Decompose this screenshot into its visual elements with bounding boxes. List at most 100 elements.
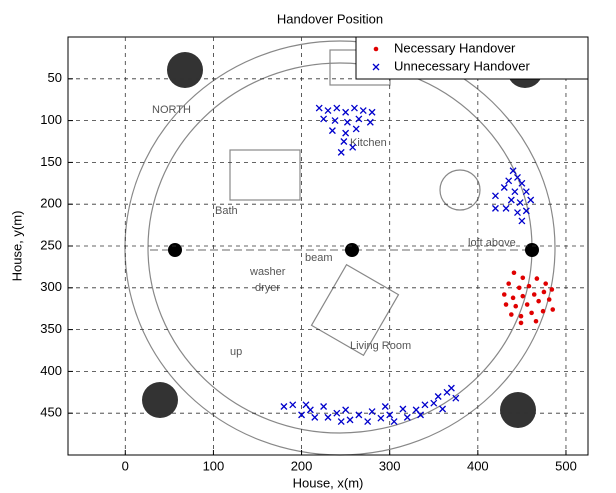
point	[355, 411, 363, 419]
point	[399, 405, 407, 413]
point	[514, 209, 521, 217]
point	[381, 403, 389, 410]
plan-label: up	[230, 346, 242, 358]
x-tick-label: 300	[379, 458, 401, 473]
point	[359, 107, 367, 115]
point	[520, 275, 526, 281]
point	[350, 104, 358, 112]
point	[337, 148, 345, 156]
point	[518, 313, 524, 319]
point	[502, 204, 510, 212]
point	[522, 188, 530, 196]
point	[377, 414, 385, 422]
point	[509, 167, 517, 175]
point	[430, 399, 438, 407]
point	[447, 384, 455, 392]
x-tick-label: 500	[555, 458, 577, 473]
point	[510, 295, 516, 301]
point	[533, 318, 539, 324]
point	[340, 138, 348, 145]
point	[520, 293, 526, 299]
point	[320, 115, 328, 123]
point	[529, 310, 534, 316]
point	[527, 196, 535, 204]
point	[324, 413, 332, 421]
point	[311, 413, 319, 421]
plan-label: Bath	[215, 205, 238, 217]
point	[331, 117, 339, 125]
y-tick-label: 400	[40, 363, 62, 378]
point	[366, 118, 374, 126]
point	[491, 192, 499, 200]
point	[546, 297, 552, 302]
point	[343, 118, 351, 126]
point	[315, 104, 323, 112]
column	[345, 243, 359, 257]
point	[514, 173, 521, 181]
plan-label: dryer	[255, 282, 280, 294]
point	[324, 107, 332, 115]
y-tick-label: 50	[48, 70, 62, 85]
point	[507, 196, 515, 204]
point	[505, 177, 513, 185]
x-tick-label: 400	[467, 458, 489, 473]
point	[513, 303, 519, 309]
legend: Necessary Handover Unnecessary Handover	[355, 36, 589, 80]
bath	[229, 149, 301, 201]
table	[439, 169, 481, 211]
point	[531, 292, 537, 297]
point	[302, 401, 310, 409]
point	[417, 411, 425, 419]
y-tick-label: 200	[40, 196, 62, 211]
tree	[500, 392, 536, 428]
point	[390, 418, 398, 426]
point	[543, 281, 548, 286]
point	[541, 289, 547, 295]
point	[549, 287, 555, 292]
point	[368, 408, 376, 415]
y-tick-label: 250	[40, 237, 62, 252]
plan-label: beam	[305, 252, 333, 264]
tree	[142, 382, 178, 418]
point	[386, 411, 394, 419]
point	[298, 411, 306, 419]
point	[536, 298, 541, 304]
point	[342, 129, 350, 137]
point	[434, 393, 442, 400]
point	[509, 312, 514, 317]
point	[289, 401, 297, 409]
y-tick-label: 150	[40, 154, 62, 169]
plan-label: Kitchen	[350, 137, 387, 149]
point	[540, 308, 546, 314]
point	[421, 401, 429, 409]
point	[518, 217, 526, 225]
x-axis-label: House, x(m)	[293, 475, 364, 490]
point	[346, 416, 354, 424]
y-tick-label: 350	[40, 321, 62, 336]
point	[511, 188, 519, 196]
point	[550, 307, 556, 312]
x-tick-label: 200	[291, 458, 313, 473]
point	[516, 285, 522, 291]
y-tick-label: 450	[40, 405, 62, 420]
y-tick-label: 100	[40, 112, 62, 127]
point	[518, 179, 526, 187]
plan-label: Living Room	[350, 340, 411, 352]
plan-label: NORTH	[152, 104, 191, 116]
point	[333, 409, 341, 417]
point	[349, 143, 357, 151]
legend-box	[355, 36, 589, 80]
y-tick-label: 300	[40, 279, 62, 294]
point	[511, 270, 517, 276]
point	[503, 302, 509, 307]
point	[355, 115, 363, 123]
point	[518, 320, 524, 326]
point	[534, 276, 540, 281]
point	[368, 108, 376, 116]
point	[524, 302, 530, 307]
column	[525, 243, 539, 257]
legend-marker	[372, 63, 380, 71]
point	[439, 405, 447, 413]
point	[403, 413, 411, 421]
point	[342, 108, 350, 116]
